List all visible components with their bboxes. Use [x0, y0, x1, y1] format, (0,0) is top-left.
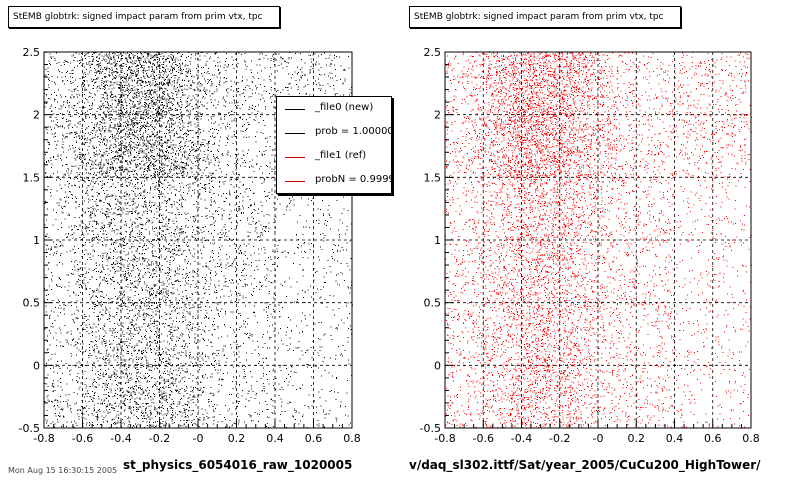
legend: _file0 (new) prob = 1.000000 _file1 (ref…	[276, 96, 392, 194]
x-tick-label: -0	[193, 432, 204, 445]
legend-swatch	[285, 109, 305, 110]
x-tick-label: -0	[593, 432, 604, 445]
y-tick-label: 2.5	[424, 46, 442, 59]
legend-entry: _file1 (ref)	[277, 147, 391, 167]
legend-swatch	[285, 181, 305, 182]
y-tick-label: 1.5	[424, 171, 442, 184]
x-tick-label: -0.4	[511, 432, 532, 445]
x-tick-label: 0.8	[742, 432, 760, 445]
x-tick-label: 0.2	[228, 432, 246, 445]
y-tick-label: -0.5	[420, 422, 441, 435]
x-tick-label: -0.2	[149, 432, 170, 445]
y-tick-label: 0	[33, 359, 40, 372]
x-tick-label: -0.8	[434, 432, 455, 445]
left-x-axis-label: st_physics_6054016_raw_1020005	[123, 458, 353, 472]
x-tick-label: 0.8	[343, 432, 361, 445]
legend-label: _file0 (new)	[315, 102, 374, 113]
y-tick-label: 2	[33, 109, 40, 122]
y-tick-label: 0	[434, 359, 441, 372]
x-tick-label: -0.2	[549, 432, 570, 445]
y-tick-label: -0.5	[19, 422, 40, 435]
legend-swatch	[285, 133, 305, 134]
timestamp-footer: Mon Aug 15 16:30:15 2005	[8, 466, 118, 475]
legend-label: probN = 0.999970	[315, 174, 391, 185]
y-tick-label: 1.5	[23, 171, 41, 184]
x-tick-label: 0.4	[266, 432, 284, 445]
legend-label: prob = 1.000000	[315, 126, 392, 137]
legend-entry: _file0 (new)	[277, 99, 391, 119]
y-tick-label: 1	[33, 234, 40, 247]
x-tick-label: -0.8	[33, 432, 54, 445]
y-tick-label: 0.5	[23, 297, 41, 310]
right-plot-title: StEMB globtrk: signed impact param from …	[409, 6, 681, 28]
x-tick-label: 0.2	[628, 432, 646, 445]
x-tick-label: 0.6	[704, 432, 722, 445]
legend-entry: prob = 1.000000	[277, 123, 391, 143]
legend-label: _file1 (ref)	[315, 150, 367, 161]
y-tick-label: 2.5	[23, 46, 41, 59]
left-plot-title: StEMB globtrk: signed impact param from …	[8, 6, 280, 28]
scatter-points	[445, 51, 752, 429]
x-tick-label: -0.4	[110, 432, 131, 445]
legend-swatch	[285, 157, 305, 158]
y-tick-label: 1	[434, 234, 441, 247]
legend-entry: probN = 0.999970	[277, 171, 391, 191]
x-tick-label: -0.6	[72, 432, 93, 445]
y-tick-label: 2	[434, 109, 441, 122]
x-tick-label: 0.6	[305, 432, 323, 445]
x-tick-label: -0.6	[473, 432, 494, 445]
right-x-axis-label: v/daq_sl302.ittf/Sat/year_2005/CuCu200_H…	[409, 458, 761, 472]
point-cloud	[445, 51, 752, 429]
x-tick-label: 0.4	[666, 432, 684, 445]
y-tick-label: 0.5	[424, 297, 442, 310]
